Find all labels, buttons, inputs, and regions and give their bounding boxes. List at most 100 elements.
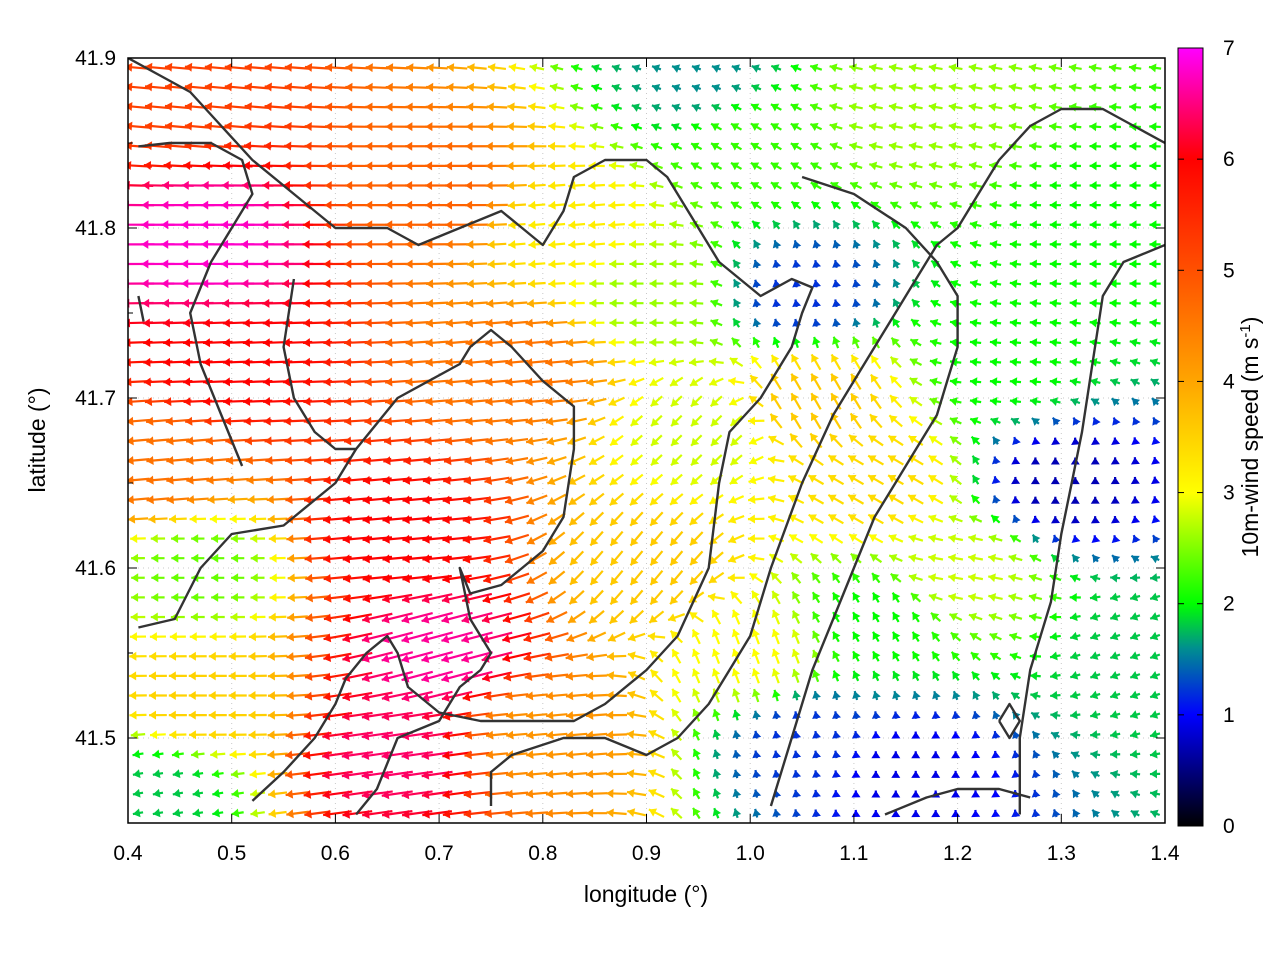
- wind-arrow: [771, 648, 781, 665]
- wind-arrow: [608, 337, 625, 347]
- wind-arrow: [752, 299, 762, 308]
- wind-arrow: [545, 357, 569, 367]
- wind-arrow: [710, 181, 723, 190]
- wind-arrow: [568, 259, 586, 269]
- wind-arrow: [971, 671, 980, 681]
- wind-arrow: [508, 239, 526, 249]
- wind-arrow: [465, 357, 489, 367]
- wind-arrow: [711, 648, 721, 665]
- wind-arrow: [971, 455, 981, 466]
- wind-arrow: [224, 82, 251, 92]
- wind-arrow: [990, 514, 1001, 524]
- wind-arrow: [931, 711, 941, 719]
- wind-arrow: [586, 377, 608, 387]
- wind-arrow: [732, 730, 742, 740]
- wind-arrow: [710, 240, 723, 249]
- wind-arrow: [969, 338, 982, 348]
- wind-arrow: [1089, 161, 1101, 171]
- wind-arrow: [629, 550, 644, 567]
- wind-arrow: [949, 435, 962, 446]
- wind-arrow: [929, 357, 942, 367]
- wind-arrow: [285, 475, 310, 485]
- wind-arrow: [1069, 161, 1081, 171]
- wind-arrow: [445, 357, 469, 367]
- wind-arrow: [867, 474, 885, 486]
- wind-arrow: [669, 473, 683, 486]
- wind-arrow: [1029, 298, 1042, 308]
- wind-arrow: [731, 668, 741, 684]
- wind-arrow: [670, 768, 683, 780]
- wind-arrow: [747, 553, 765, 563]
- wind-arrow: [212, 788, 224, 798]
- wind-arrow: [628, 220, 645, 230]
- wind-arrow: [466, 298, 488, 308]
- wind-arrow: [711, 103, 722, 112]
- wind-arrow: [547, 141, 566, 151]
- wind-arrow: [169, 632, 186, 642]
- wind-arrow: [345, 63, 370, 73]
- wind-arrow: [1149, 181, 1161, 191]
- wind-arrow: [1129, 671, 1141, 680]
- wind-arrow: [482, 592, 512, 604]
- wind-arrow: [445, 397, 469, 407]
- wind-arrow: [1089, 690, 1101, 700]
- wind-arrow: [648, 808, 665, 818]
- wind-arrow: [425, 298, 449, 308]
- x-tick-label: 0.8: [528, 842, 557, 865]
- wind-arrow: [149, 651, 167, 661]
- wind-arrow: [1029, 554, 1042, 563]
- wind-arrow: [948, 82, 963, 92]
- wind-arrow: [421, 631, 454, 644]
- wind-arrow: [831, 790, 841, 798]
- wind-arrow: [767, 455, 785, 465]
- wind-arrow: [484, 476, 510, 486]
- wind-arrow: [568, 220, 586, 230]
- wind-arrow: [1069, 239, 1081, 249]
- wind-arrow: [1070, 516, 1080, 524]
- wind-arrow: [1049, 161, 1062, 171]
- wind-arrow: [445, 122, 469, 132]
- wind-arrow: [1031, 769, 1041, 779]
- wind-arrow: [810, 373, 822, 391]
- wind-arrow: [128, 397, 151, 407]
- wind-arrow: [988, 83, 1003, 92]
- wind-arrow: [445, 318, 469, 328]
- wind-arrow: [609, 570, 624, 586]
- x-tick-label: 1.4: [1150, 842, 1180, 865]
- wind-arrow: [808, 513, 824, 525]
- wind-arrow: [751, 628, 761, 645]
- wind-arrow: [891, 770, 901, 778]
- wind-arrow: [989, 652, 1002, 661]
- wind-arrow: [649, 298, 664, 308]
- wind-arrow: [949, 377, 962, 387]
- wind-arrow: [171, 749, 184, 759]
- wind-arrow: [792, 730, 802, 739]
- wind-arrow: [852, 611, 861, 623]
- wind-arrow: [1009, 377, 1022, 387]
- wind-arrow: [911, 650, 921, 662]
- wind-arrow: [1029, 200, 1042, 210]
- wind-arrow: [1069, 298, 1081, 308]
- wind-arrow: [524, 672, 550, 682]
- wind-arrow: [188, 671, 207, 681]
- wind-arrow: [1028, 612, 1042, 622]
- wind-arrow: [649, 181, 664, 190]
- wind-arrow: [729, 434, 743, 447]
- wind-arrow: [752, 318, 762, 328]
- wind-arrow: [546, 750, 568, 760]
- wind-arrow: [609, 589, 624, 606]
- wind-arrow: [812, 669, 821, 683]
- wind-arrow: [908, 161, 923, 171]
- wind-arrow: [188, 730, 207, 740]
- wind-arrow: [588, 473, 605, 486]
- wind-arrow: [908, 573, 923, 583]
- wind-arrow: [891, 650, 901, 662]
- wind-arrow: [847, 493, 865, 505]
- wind-arrow: [791, 610, 801, 624]
- wind-arrow: [629, 337, 644, 347]
- wind-arrow: [1049, 220, 1061, 230]
- wind-arrow: [832, 631, 841, 643]
- wind-arrow: [425, 122, 449, 132]
- wind-arrow: [929, 318, 942, 328]
- wind-arrow: [629, 259, 644, 269]
